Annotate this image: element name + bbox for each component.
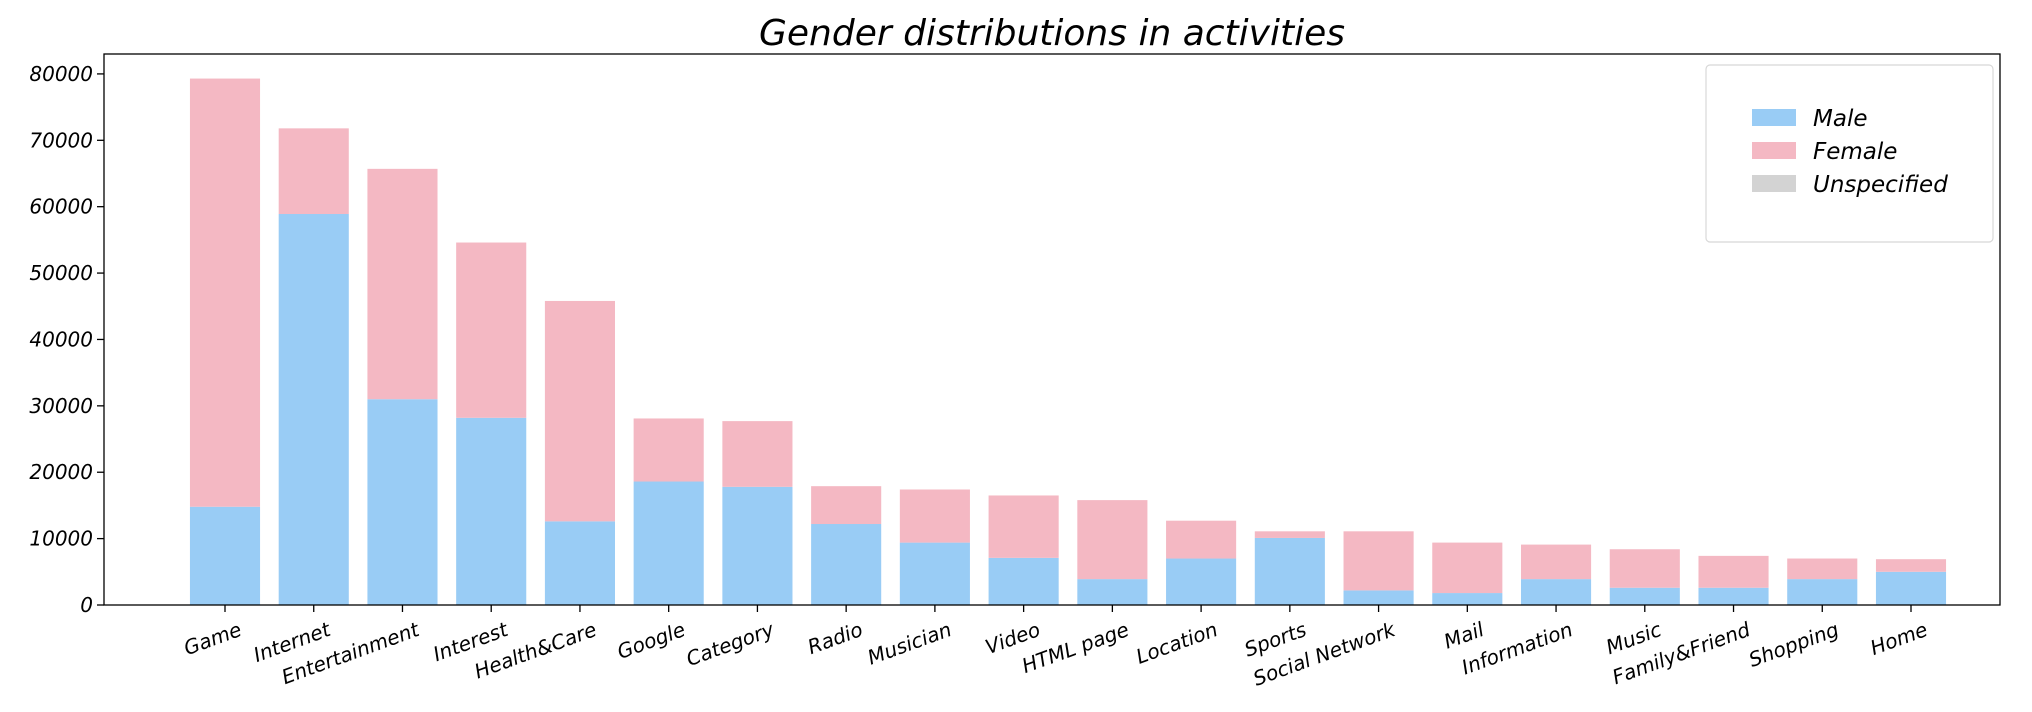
x-tick-label-5: Google — [614, 617, 688, 664]
y-tick-label-1: 10000 — [29, 527, 93, 551]
legend-swatch-male — [1752, 109, 1796, 126]
x-tick-label-7: Radio — [804, 617, 865, 659]
bar-female-14 — [1432, 542, 1503, 594]
bar-female-19 — [1875, 559, 1947, 572]
plot-frame — [103, 53, 2001, 606]
y-tick-label-6: 60000 — [29, 195, 93, 219]
bar-male-16 — [1609, 587, 1680, 605]
bar-male-1 — [278, 213, 349, 606]
bar-male-6 — [722, 486, 793, 605]
bar-male-15 — [1521, 579, 1592, 605]
bar-female-7 — [811, 486, 882, 525]
bar-male-8 — [899, 542, 970, 605]
legend-label-unspecified: Unspecified — [1813, 172, 1948, 198]
x-tick-label-0: Game — [181, 617, 245, 660]
bar-male-18 — [1787, 579, 1858, 605]
bar-female-10 — [1077, 500, 1148, 580]
x-tick-label-19: Home — [1867, 617, 1931, 660]
y-tick-label-5: 50000 — [29, 261, 93, 285]
y-axis: 0 10000 20000 30000 40000 50000 60000 70000 8000… — [29, 62, 104, 617]
bar-male-12 — [1254, 537, 1325, 605]
bar-female-6 — [722, 421, 793, 487]
bar-male-19 — [1875, 571, 1947, 605]
x-tick-label-6: Category — [683, 617, 778, 671]
y-tick-label-0: 0 — [80, 593, 93, 617]
x-tick-label-18: Shopping — [1745, 617, 1841, 672]
bar-male-2 — [367, 399, 438, 605]
bar-male-11 — [1166, 558, 1237, 605]
y-tick-label-4: 40000 — [29, 327, 93, 351]
bar-female-0 — [189, 78, 261, 507]
bar-female-11 — [1166, 520, 1237, 559]
bars-layer — [189, 78, 1947, 606]
bar-male-13 — [1343, 590, 1414, 605]
bar-female-13 — [1343, 531, 1414, 591]
bar-female-16 — [1609, 549, 1680, 588]
bar-female-18 — [1787, 558, 1858, 580]
bar-female-5 — [633, 418, 704, 482]
y-tick-label-7: 70000 — [29, 128, 93, 152]
bar-male-3 — [456, 417, 527, 605]
legend-label-female: Female — [1813, 139, 1897, 165]
y-tick-label-3: 30000 — [29, 394, 93, 418]
bar-male-9 — [988, 557, 1059, 605]
legend-swatch-unspecified — [1752, 175, 1796, 192]
bar-male-5 — [633, 481, 704, 605]
bar-female-8 — [899, 489, 970, 543]
y-tick-label-2: 20000 — [29, 460, 93, 484]
bar-male-17 — [1698, 587, 1769, 605]
bar-female-4 — [544, 300, 615, 522]
bar-female-3 — [456, 242, 527, 418]
bar-female-2 — [367, 168, 438, 400]
bar-female-9 — [988, 495, 1059, 558]
legend: Male Female Unspecified — [1705, 64, 1994, 243]
bar-female-15 — [1521, 544, 1592, 580]
bar-male-4 — [544, 521, 615, 605]
bar-male-10 — [1077, 579, 1148, 605]
y-tick-label-8: 80000 — [29, 62, 93, 86]
bar-female-12 — [1254, 531, 1325, 538]
bar-male-7 — [811, 524, 882, 605]
x-tick-label-11: Location — [1133, 617, 1221, 669]
x-tick-label-8: Musician — [864, 617, 954, 669]
legend-swatch-female — [1752, 142, 1796, 159]
bar-female-17 — [1698, 555, 1769, 588]
legend-label-male: Male — [1813, 106, 1867, 132]
chart-title: Gender distributions in activities — [759, 13, 1345, 54]
bar-male-0 — [189, 506, 261, 605]
bar-male-14 — [1432, 593, 1503, 605]
bar-female-1 — [278, 128, 349, 214]
